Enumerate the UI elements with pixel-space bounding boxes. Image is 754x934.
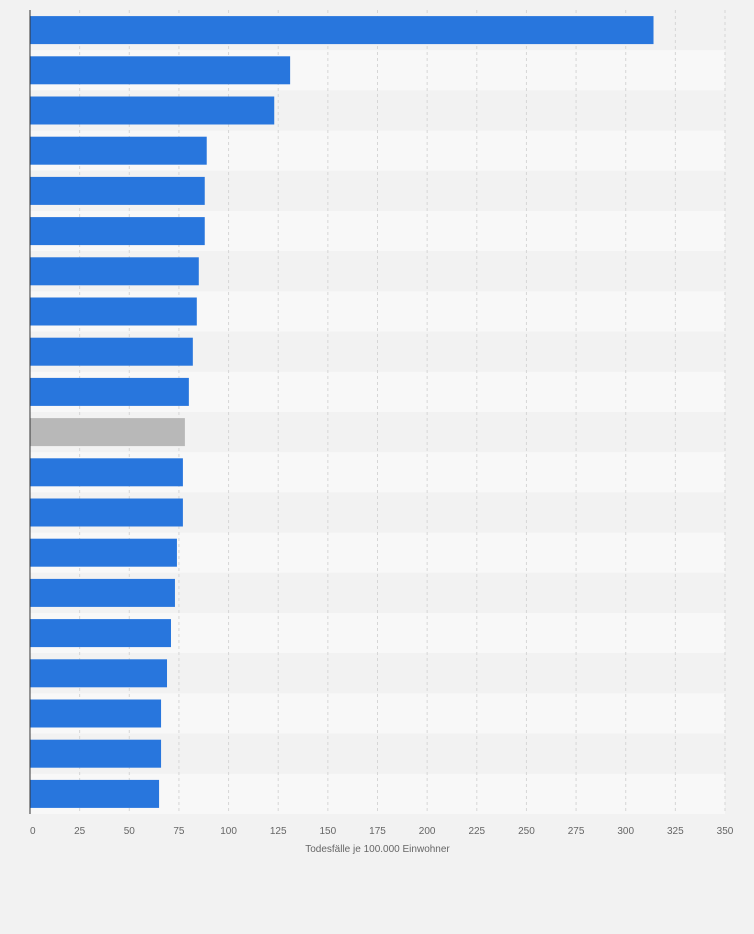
- bar[interactable]: [30, 297, 197, 326]
- x-tick-label: 325: [667, 826, 684, 837]
- x-tick-label: 150: [320, 826, 337, 837]
- bar[interactable]: [30, 418, 185, 447]
- bar[interactable]: [30, 779, 160, 808]
- bars: [30, 16, 654, 808]
- x-tick-label: 300: [617, 826, 634, 837]
- bar[interactable]: [30, 337, 193, 366]
- bar[interactable]: [30, 699, 162, 728]
- x-tick-label: 350: [717, 826, 734, 837]
- bar[interactable]: [30, 136, 207, 165]
- bar[interactable]: [30, 578, 175, 607]
- x-tick-label: 275: [568, 826, 585, 837]
- x-tick-label: 225: [468, 826, 485, 837]
- bar[interactable]: [30, 498, 183, 527]
- bar[interactable]: [30, 538, 177, 567]
- bar[interactable]: [30, 659, 168, 688]
- bar[interactable]: [30, 217, 205, 246]
- bar[interactable]: [30, 16, 654, 45]
- x-tick-label: 25: [74, 826, 86, 837]
- x-tick-label: 100: [220, 826, 237, 837]
- x-axis-label: Todesfälle je 100.000 Einwohner: [305, 844, 450, 855]
- bar[interactable]: [30, 377, 189, 406]
- x-tick-label: 125: [270, 826, 287, 837]
- x-tick-label: 250: [518, 826, 535, 837]
- bar[interactable]: [30, 176, 205, 205]
- x-tick-label: 175: [369, 826, 386, 837]
- x-tick-label: 200: [419, 826, 436, 837]
- x-tick-label: 75: [173, 826, 185, 837]
- bar[interactable]: [30, 56, 291, 85]
- x-tick-label: 0: [30, 826, 36, 837]
- bar[interactable]: [30, 96, 275, 125]
- x-tick-label: 50: [124, 826, 136, 837]
- x-tick-labels: 0 25 50 75 100 125 150 175 200 225 250 275 300 325 350: [30, 826, 734, 837]
- bar[interactable]: [30, 458, 183, 487]
- bar[interactable]: [30, 257, 199, 286]
- bar[interactable]: [30, 619, 171, 648]
- bar[interactable]: [30, 739, 162, 768]
